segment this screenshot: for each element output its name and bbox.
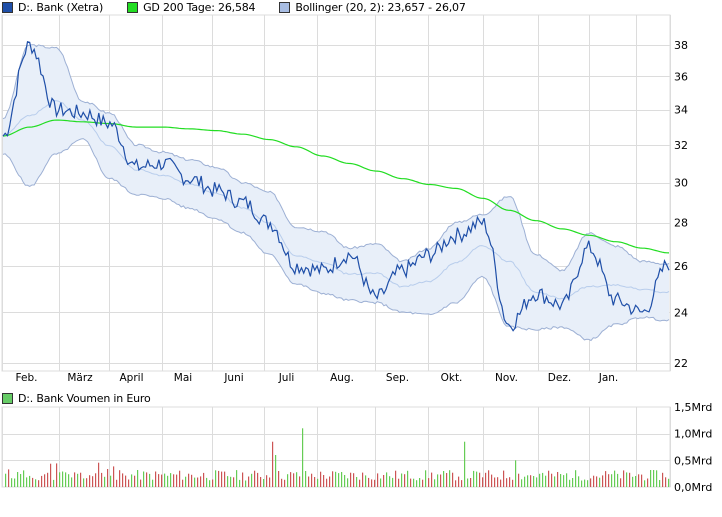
- volume-grid: [1, 406, 671, 488]
- volume-bars: [5, 428, 670, 487]
- svg-text:Okt.: Okt.: [441, 372, 463, 384]
- svg-text:22: 22: [674, 357, 688, 370]
- svg-text:30: 30: [674, 177, 688, 190]
- svg-text:März: März: [67, 372, 93, 384]
- svg-text:38: 38: [674, 39, 688, 52]
- bollinger-middle-line: [2, 100, 670, 300]
- month-x-axis: Feb. März April Mai Juni Juli Aug. Sep. Okt. Nov.…: [16, 372, 619, 384]
- legend-gd200-label: GD 200 Tage: 26,584: [143, 0, 256, 14]
- bollinger-swatch-icon: [279, 1, 291, 13]
- legend-gd200: GD 200 Tage: 26,584: [125, 0, 256, 14]
- price-y-axis: 22 24 26 28 30 32 34 36 38: [674, 39, 688, 370]
- legend-price-label: D:. Bank (Xetra): [18, 0, 104, 14]
- svg-text:0,0Mrd: 0,0Mrd: [674, 481, 712, 494]
- svg-text:1,5Mrd: 1,5Mrd: [674, 401, 712, 414]
- bollinger-lower-line: [2, 138, 670, 342]
- svg-text:34: 34: [674, 104, 688, 117]
- svg-text:Sep.: Sep.: [386, 372, 409, 384]
- svg-text:Feb.: Feb.: [16, 372, 38, 384]
- svg-text:32: 32: [674, 139, 688, 152]
- price-chart: 22 24 26 28 30 32 34 36 38 Feb. März April Mai Juni J…: [1, 14, 688, 384]
- legend-price: D:. Bank (Xetra): [0, 1, 103, 14]
- svg-text:Nov.: Nov.: [495, 372, 518, 384]
- svg-text:36: 36: [674, 70, 688, 83]
- svg-text:26: 26: [674, 260, 688, 273]
- volume-legend: D:. Bank Voumen in Euro: [0, 392, 151, 405]
- bollinger-band-fill: [3, 44, 669, 341]
- svg-text:Dez.: Dez.: [548, 372, 571, 384]
- volume-y-axis: 1,5Mrd 1,0Mrd 0,5Mrd 0,0Mrd: [674, 401, 712, 494]
- price-line: [2, 41, 670, 332]
- svg-text:28: 28: [674, 217, 688, 230]
- price-swatch-icon: [2, 1, 13, 13]
- svg-text:April: April: [120, 372, 144, 384]
- gd200-swatch-icon: [127, 1, 139, 13]
- volume-legend-label: D:. Bank Voumen in Euro: [18, 392, 151, 405]
- svg-text:1,0Mrd: 1,0Mrd: [674, 428, 712, 441]
- svg-text:24: 24: [674, 306, 688, 319]
- price-legend: D:. Bank (Xetra) GD 200 Tage: 26,584 Bol…: [0, 0, 488, 14]
- svg-text:Aug.: Aug.: [330, 372, 354, 384]
- bollinger-upper-line: [2, 44, 670, 272]
- svg-text:0,5Mrd: 0,5Mrd: [674, 454, 712, 467]
- svg-text:Jan.: Jan.: [598, 372, 619, 384]
- volume-swatch-icon: [2, 393, 13, 404]
- svg-text:Juli: Juli: [278, 372, 295, 384]
- legend-bollinger: Bollinger (20, 2): 23,657 - 26,07: [277, 0, 466, 14]
- svg-text:Juni: Juni: [223, 372, 243, 384]
- legend-bollinger-label: Bollinger (20, 2): 23,657 - 26,07: [295, 0, 466, 14]
- svg-text:Mai: Mai: [174, 372, 192, 384]
